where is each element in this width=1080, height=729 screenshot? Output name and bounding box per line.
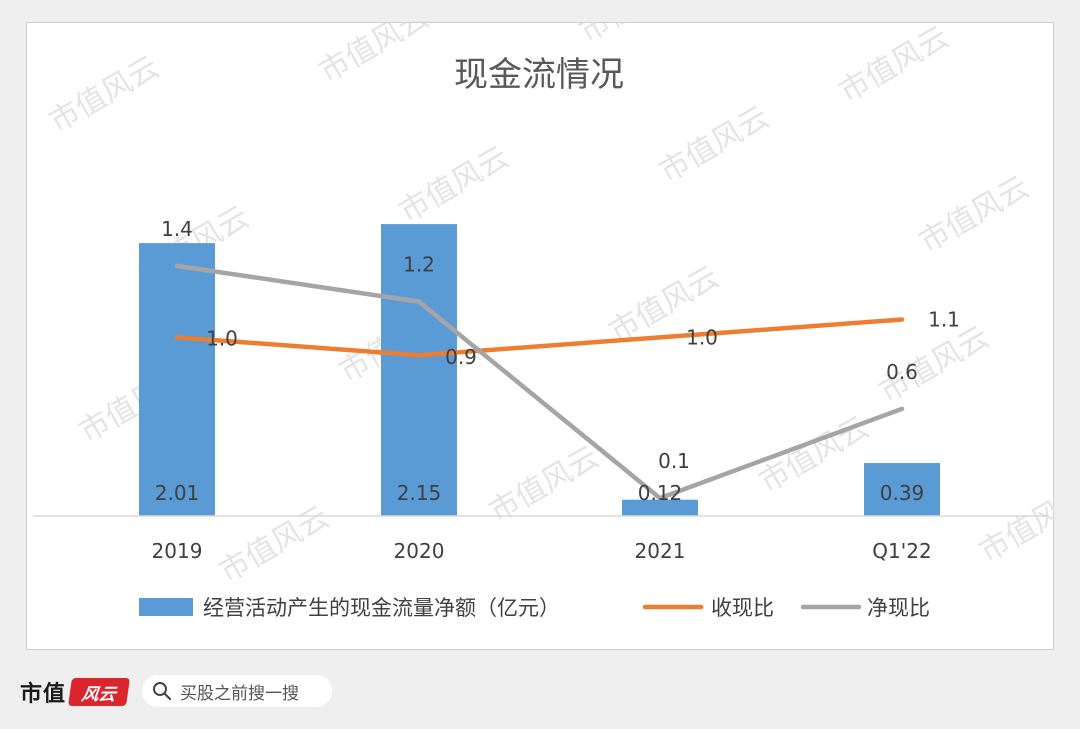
line-point-label: 1.2: [403, 253, 435, 277]
watermark-text: 市值风云: [214, 500, 335, 590]
chart-title: 现金流情况: [454, 55, 624, 95]
line-point-label: 0.6: [886, 360, 918, 384]
bar-1: [381, 224, 457, 516]
watermark-text: 市值风云: [914, 170, 1035, 260]
bars-layer: [139, 224, 940, 516]
watermark-text: 市值风云: [314, 23, 435, 90]
chart-card: 市值风云 市值风云 市值风云 市值风云 市值风云 市值风云 市值风云 市值风云 市值风云 市值风云…: [26, 22, 1056, 650]
footer-bar: 市值 风云 买股之前搜一搜: [0, 655, 1080, 729]
line-point-label: 1.4: [161, 217, 193, 241]
watermark-text: 市值风云: [44, 50, 165, 140]
legend-label: 经营活动产生的现金流量净额（亿元）: [203, 596, 560, 620]
line-point-label: 0.1: [658, 449, 690, 473]
data-labels-layer: 2.01 2.15 0.12 0.39 1.0 0.9 1.0 1.1 1.4 1.2 0.1 0.6: [155, 217, 960, 505]
bar-value-label: 2.01: [155, 481, 200, 505]
legend: 经营活动产生的现金流量净额（亿元） 收现比 净现比: [139, 596, 930, 620]
x-tick-labels: 2019 2020 2021 Q1'22: [152, 539, 932, 563]
bar-value-label: 0.12: [638, 481, 683, 505]
bar-2: [622, 499, 698, 516]
lines-layer: [174, 263, 905, 501]
line-point-label: 1.0: [206, 326, 238, 350]
bar-3: [864, 463, 940, 516]
series-line-0: [174, 317, 905, 358]
x-tick-label: 2019: [152, 539, 203, 563]
watermark-text: 市值风云: [834, 23, 955, 110]
x-tick-label: Q1'22: [872, 539, 931, 563]
bar-value-label: 0.39: [880, 481, 925, 505]
line-point-label: 0.9: [445, 345, 477, 369]
watermark-text: 市值风云: [974, 480, 1056, 570]
line-point-label: 1.1: [928, 308, 960, 332]
search-box[interactable]: 买股之前搜一搜: [142, 675, 332, 707]
watermark-text: 市值风云: [574, 23, 695, 50]
watermark-text: 市值风云: [394, 140, 515, 230]
brand-text: 市值: [20, 682, 67, 707]
bar-value-label: 2.15: [397, 481, 442, 505]
x-tick-label: 2021: [635, 539, 686, 563]
x-tick-label: 2020: [394, 539, 445, 563]
legend-label: 收现比: [711, 596, 774, 620]
watermark-text: 市值风云: [654, 100, 775, 190]
brand-logo: 市值 风云: [20, 677, 130, 707]
search-placeholder: 买股之前搜一搜: [180, 683, 299, 704]
legend-label: 净现比: [867, 596, 930, 620]
bar-0: [139, 243, 215, 516]
legend-swatch-bar: [139, 598, 193, 616]
line-point-label: 1.0: [686, 325, 718, 349]
series-line-1: [174, 263, 905, 501]
brand-seal-logo: 风云: [68, 678, 130, 706]
search-icon: [153, 682, 172, 701]
